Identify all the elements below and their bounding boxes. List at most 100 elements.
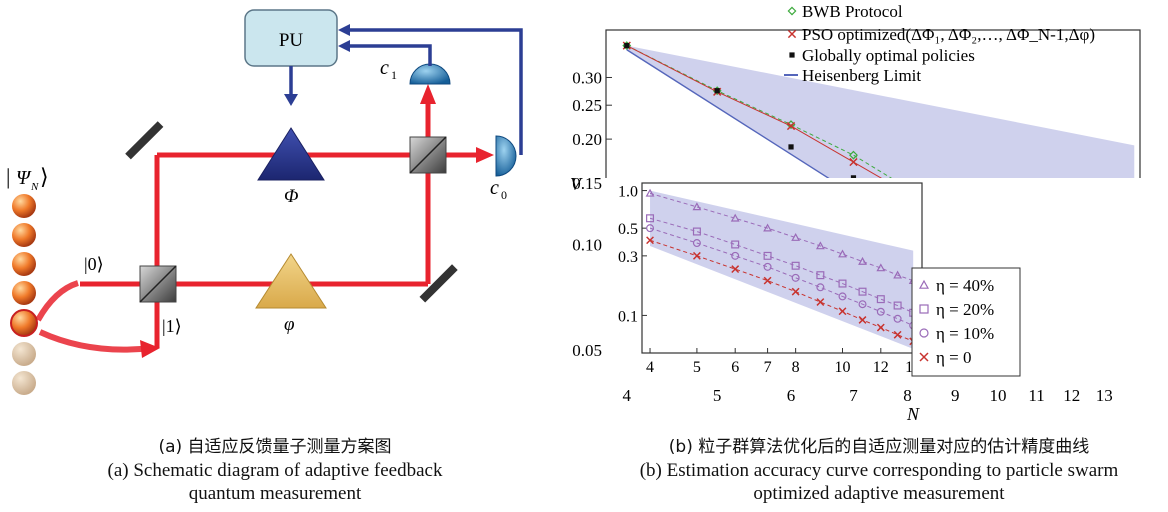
pu-label: PU bbox=[279, 30, 304, 51]
svg-text:0: 0 bbox=[501, 188, 507, 202]
beam-splitter-left bbox=[139, 265, 177, 303]
feedback-arrow-1 bbox=[338, 40, 350, 52]
x-tick-label: 7 bbox=[849, 386, 858, 405]
inset-data-point bbox=[858, 316, 867, 324]
legend-marker bbox=[789, 52, 795, 58]
caption-b-en-1: (b) Estimation accuracy curve correspond… bbox=[639, 460, 1119, 481]
inset-data-point bbox=[838, 307, 847, 316]
caption-b: (b) 粒子群算法优化后的自适应测量对应的估计精度曲线 (b) Estimati… bbox=[590, 436, 1168, 505]
y-tick-label: 0.10 bbox=[572, 235, 602, 254]
inset-data-point bbox=[815, 241, 825, 250]
inset-series-line bbox=[649, 239, 914, 342]
caption-a-en-1: (a) Schematic diagram of adaptive feedba… bbox=[107, 460, 443, 481]
feedback-arrow-2 bbox=[338, 24, 350, 36]
detector-c1 bbox=[409, 63, 451, 85]
x-tick-label: 13 bbox=[1096, 386, 1113, 405]
ket0-label: |0⟩ bbox=[84, 254, 104, 274]
data-point bbox=[714, 88, 720, 94]
inset-data-point bbox=[763, 276, 772, 285]
inset-legend-label: η = 0 bbox=[936, 348, 971, 367]
x-tick-label: 12 bbox=[1063, 386, 1080, 405]
inset-legend-marker bbox=[919, 352, 929, 362]
inset-legend-label: η = 20% bbox=[936, 300, 994, 319]
ket1-label: |1⟩ bbox=[162, 316, 182, 336]
data-point bbox=[849, 157, 858, 167]
inset-data-point bbox=[731, 240, 740, 249]
inset-data-point bbox=[763, 251, 772, 260]
inset-x-tick-label: 10 bbox=[835, 359, 851, 376]
x-tick-label: 5 bbox=[713, 386, 722, 405]
feedback-lines bbox=[289, 28, 523, 155]
caption-b-zh: (b) 粒子群算法优化后的自适应测量对应的估计精度曲线 bbox=[668, 437, 1090, 457]
svg-text:Ψ: Ψ bbox=[16, 167, 32, 189]
detector-c1-label: c 1 bbox=[380, 57, 397, 82]
ion-emission-arrow-lower bbox=[38, 329, 153, 353]
inset-data-point bbox=[816, 298, 825, 306]
inset-data-point bbox=[645, 188, 655, 197]
detector-c0 bbox=[495, 135, 517, 177]
y-tick-label: 0.25 bbox=[572, 96, 602, 115]
inset-data-point bbox=[838, 279, 847, 288]
state-label: | Ψ N ⟩ bbox=[6, 164, 49, 193]
inset-x-tick-label: 6 bbox=[731, 359, 739, 376]
detector-c0-label: c 0 bbox=[490, 177, 507, 202]
caption-b-en-2: optimized adaptive measurement bbox=[753, 483, 1005, 504]
data-point bbox=[849, 150, 858, 160]
legend-marker bbox=[787, 29, 797, 39]
inset-data-point bbox=[791, 287, 800, 296]
svg-text:|: | bbox=[6, 164, 10, 189]
x-tick-label: 4 bbox=[623, 386, 632, 405]
inset-data-point bbox=[763, 223, 773, 232]
x-tick-label: 9 bbox=[951, 386, 960, 405]
inset-series-line bbox=[649, 192, 914, 282]
x-tick-label: 11 bbox=[1028, 386, 1044, 405]
inset-y-tick-label: 0.5 bbox=[618, 221, 638, 238]
data-point bbox=[786, 121, 796, 131]
ion-arrow-head-lower bbox=[140, 340, 160, 358]
inset-legend-label: η = 40% bbox=[936, 276, 994, 295]
y-tick-label: 0.30 bbox=[572, 68, 602, 87]
caption-a: (a) 自适应反馈量子测量方案图 (a) Schematic diagram o… bbox=[20, 436, 530, 505]
phase-upper-label: Φ bbox=[284, 186, 298, 207]
inset-data-point bbox=[692, 239, 701, 248]
inset-data-point bbox=[876, 263, 886, 272]
inset-data-point bbox=[858, 256, 867, 265]
inset-x-tick-label: 12 bbox=[873, 359, 889, 376]
svg-text:⟩: ⟩ bbox=[40, 164, 49, 189]
inset-legend-box bbox=[911, 267, 1021, 377]
inset-data-point bbox=[731, 265, 740, 274]
inset-x-tick-label: 7 bbox=[764, 359, 772, 376]
inset-x-tick-label: 5 bbox=[693, 359, 701, 376]
data-point bbox=[788, 144, 794, 150]
legend-label: PSO optimized(ΔΦ₁, ΔΦ₂,…, ΔΦ_N-1,Δφ) bbox=[802, 25, 1095, 44]
svg-text:1: 1 bbox=[391, 68, 397, 82]
inset-data-point bbox=[646, 224, 655, 233]
inset-shaded-region bbox=[650, 190, 914, 349]
inset-data-point bbox=[876, 307, 885, 316]
x-tick-label: 8 bbox=[903, 386, 912, 405]
inset-data-point bbox=[838, 249, 847, 258]
inset-data-point bbox=[893, 330, 902, 339]
x-tick-label: 6 bbox=[787, 386, 796, 405]
legend-label: Heisenberg Limit bbox=[802, 66, 921, 85]
inset-y-tick-label: 1.0 bbox=[618, 184, 638, 201]
mirror-bottom-right bbox=[419, 264, 458, 303]
caption-a-en-2: quantum measurement bbox=[188, 483, 362, 504]
svg-text:c: c bbox=[380, 57, 389, 79]
inset-plot: 456781012141.00.50.30.1η = 40%η = 20%η =… bbox=[604, 178, 1160, 386]
inset-data-point bbox=[893, 270, 903, 279]
data-point bbox=[850, 175, 857, 181]
inset-data-point bbox=[763, 262, 772, 271]
inset-data-point bbox=[876, 295, 885, 304]
legend-marker bbox=[787, 6, 797, 16]
ion-emission-arrow-upper bbox=[35, 280, 80, 322]
inset-x-tick-label: 4 bbox=[646, 359, 654, 376]
y-tick-label: 0.15 bbox=[572, 174, 602, 193]
x-axis-label: N bbox=[906, 404, 920, 424]
inset-data-point bbox=[791, 273, 800, 282]
inset-data-point bbox=[646, 236, 654, 245]
beam-splitter-right bbox=[409, 136, 447, 174]
mirror-top-left bbox=[125, 121, 164, 160]
inset-data-point bbox=[838, 292, 847, 301]
inset-data-point bbox=[646, 214, 655, 223]
